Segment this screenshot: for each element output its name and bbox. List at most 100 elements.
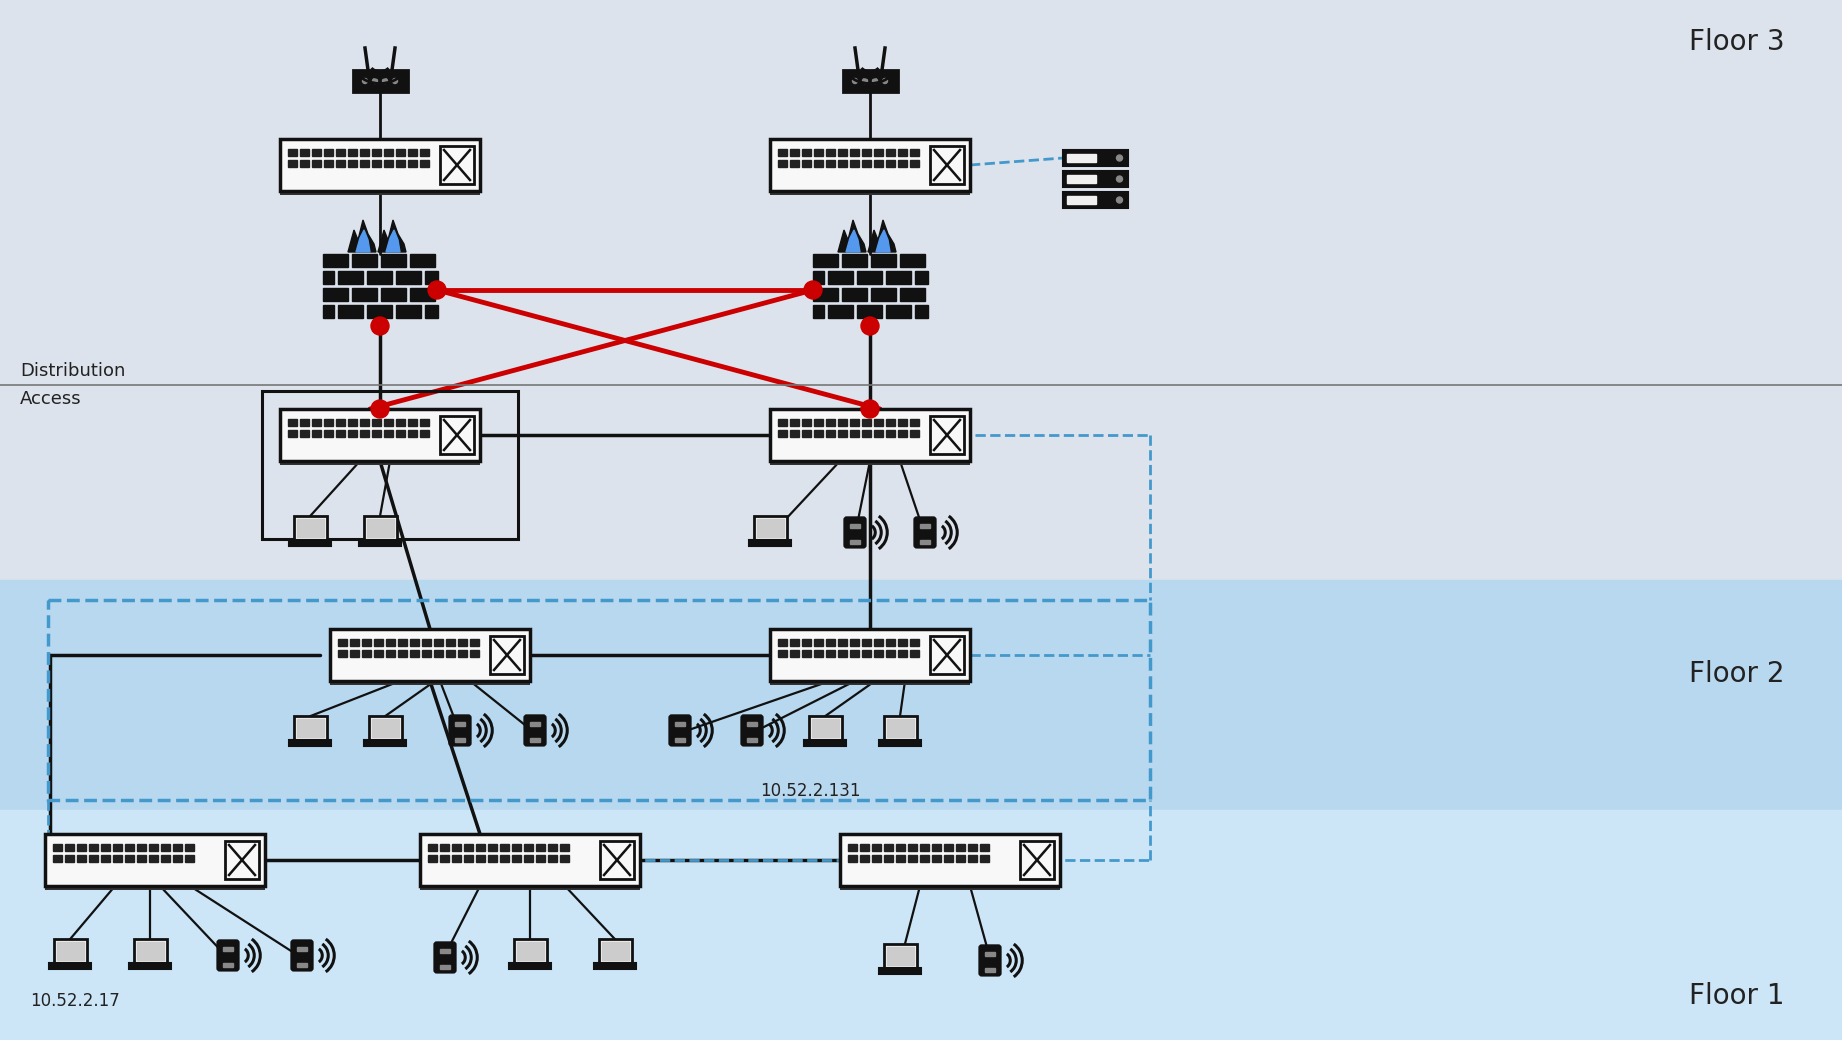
Bar: [825, 430, 834, 437]
Bar: [530, 737, 540, 743]
Circle shape: [1116, 197, 1122, 203]
Polygon shape: [356, 230, 370, 252]
Bar: [886, 720, 914, 737]
Bar: [348, 149, 357, 156]
Bar: [838, 149, 847, 156]
Bar: [409, 288, 435, 301]
Bar: [475, 855, 484, 862]
Bar: [560, 855, 569, 862]
Bar: [440, 855, 449, 862]
Circle shape: [853, 78, 858, 83]
FancyBboxPatch shape: [884, 717, 917, 740]
Bar: [932, 844, 941, 851]
FancyBboxPatch shape: [449, 716, 470, 746]
Bar: [422, 650, 431, 657]
Bar: [860, 855, 869, 862]
FancyBboxPatch shape: [330, 633, 530, 685]
Bar: [112, 844, 122, 851]
FancyBboxPatch shape: [44, 838, 265, 890]
Bar: [857, 271, 882, 284]
Bar: [287, 160, 297, 167]
Bar: [884, 844, 893, 851]
Bar: [814, 160, 823, 167]
Bar: [1067, 196, 1096, 204]
Bar: [943, 855, 952, 862]
Bar: [324, 430, 333, 437]
Bar: [560, 844, 569, 851]
Bar: [674, 722, 685, 726]
Bar: [873, 419, 882, 426]
FancyBboxPatch shape: [742, 716, 763, 746]
FancyBboxPatch shape: [1063, 192, 1127, 208]
Circle shape: [363, 78, 368, 83]
Bar: [899, 639, 906, 646]
Bar: [847, 844, 857, 851]
Bar: [1067, 154, 1096, 162]
Bar: [398, 650, 407, 657]
Bar: [149, 844, 158, 851]
Bar: [790, 149, 799, 156]
Bar: [387, 639, 394, 646]
Bar: [801, 419, 810, 426]
Bar: [420, 430, 429, 437]
Bar: [838, 419, 847, 426]
Bar: [348, 430, 357, 437]
Bar: [470, 639, 479, 646]
Bar: [112, 855, 122, 862]
Bar: [372, 149, 381, 156]
Bar: [956, 855, 965, 862]
Bar: [899, 650, 906, 657]
Bar: [125, 844, 134, 851]
Bar: [470, 650, 479, 657]
Bar: [352, 288, 376, 301]
Circle shape: [882, 78, 888, 83]
Bar: [459, 639, 468, 646]
Bar: [367, 271, 392, 284]
Bar: [886, 271, 910, 284]
Bar: [985, 967, 995, 972]
Bar: [337, 639, 346, 646]
Bar: [814, 650, 823, 657]
FancyBboxPatch shape: [280, 139, 481, 191]
FancyBboxPatch shape: [133, 939, 166, 963]
Bar: [523, 844, 532, 851]
Bar: [53, 855, 63, 862]
FancyBboxPatch shape: [670, 716, 691, 746]
Bar: [812, 305, 823, 318]
FancyBboxPatch shape: [750, 540, 790, 546]
Bar: [53, 844, 63, 851]
Bar: [372, 430, 381, 437]
Bar: [398, 639, 407, 646]
Bar: [396, 419, 405, 426]
Bar: [910, 149, 919, 156]
Bar: [886, 305, 910, 318]
Bar: [64, 855, 74, 862]
Bar: [825, 160, 834, 167]
Bar: [910, 160, 919, 167]
Bar: [873, 160, 882, 167]
Circle shape: [873, 78, 877, 83]
Bar: [801, 639, 810, 646]
Bar: [895, 844, 904, 851]
Bar: [871, 254, 895, 267]
Bar: [499, 855, 508, 862]
Bar: [396, 160, 405, 167]
Bar: [311, 419, 321, 426]
FancyBboxPatch shape: [770, 633, 971, 685]
FancyBboxPatch shape: [1020, 841, 1054, 879]
FancyBboxPatch shape: [600, 841, 634, 879]
Bar: [424, 305, 438, 318]
Bar: [919, 855, 928, 862]
Text: Floor 3: Floor 3: [1689, 28, 1785, 56]
FancyBboxPatch shape: [930, 636, 963, 674]
FancyBboxPatch shape: [980, 945, 1000, 976]
Bar: [422, 639, 431, 646]
Bar: [919, 844, 928, 851]
Bar: [825, 650, 834, 657]
Bar: [886, 947, 914, 965]
Bar: [849, 430, 858, 437]
FancyBboxPatch shape: [840, 838, 1059, 890]
Bar: [873, 149, 882, 156]
Bar: [899, 419, 906, 426]
Bar: [838, 160, 847, 167]
